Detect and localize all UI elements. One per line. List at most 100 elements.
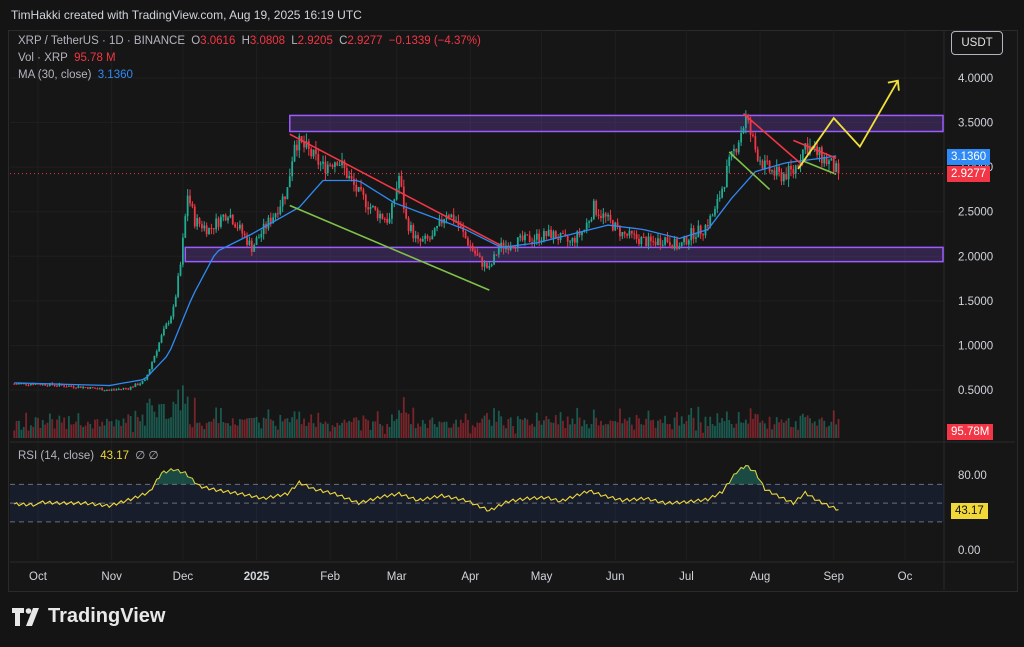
volume-bar [312, 423, 315, 438]
time-tick-label: Oct [29, 571, 48, 583]
candle [231, 214, 234, 225]
candle [18, 383, 20, 385]
candle [70, 385, 73, 387]
volume-bar [514, 433, 517, 438]
volume-bar [13, 430, 16, 438]
candle [345, 168, 348, 179]
price-tick-label: 1.0000 [958, 340, 993, 352]
volume-bar [823, 420, 826, 438]
volume-bar [806, 415, 809, 438]
volume-bar [105, 418, 108, 438]
candle [105, 389, 108, 391]
volume-bar [540, 424, 543, 438]
candle [787, 165, 790, 180]
volume-bar [367, 420, 370, 438]
candle [668, 242, 671, 246]
volume-bar [265, 418, 267, 438]
candle [141, 381, 144, 384]
volume-bar [768, 416, 771, 438]
volume-bar [148, 398, 151, 438]
candle [205, 225, 208, 235]
candle [804, 143, 807, 150]
candle [103, 390, 106, 392]
candle [405, 208, 408, 219]
volume-bar [685, 421, 688, 438]
volume-bar [493, 408, 495, 438]
volume-bar [657, 420, 659, 438]
candle [298, 136, 301, 151]
candle [471, 245, 474, 251]
volume-bar [229, 425, 232, 438]
time-tick-label: Jun [606, 571, 625, 583]
volume-bar [291, 417, 294, 438]
volume-bar [787, 418, 790, 438]
volume-bar [353, 417, 355, 438]
candle [189, 195, 191, 204]
volume-bar [516, 416, 519, 438]
volume-bar [709, 416, 712, 438]
volume-bar [543, 420, 545, 438]
candle [607, 214, 609, 217]
volume-bar [782, 422, 785, 438]
volume-bar [350, 421, 353, 438]
rsi-visibility-icons[interactable]: ∅ ∅ [135, 450, 159, 462]
candle [590, 219, 593, 222]
candle [683, 236, 685, 243]
candle [134, 383, 137, 388]
volume-bar [733, 427, 735, 438]
volume-bar [151, 405, 153, 438]
volume-bar [44, 424, 47, 438]
candle [379, 213, 381, 219]
candle [319, 163, 322, 165]
candle [820, 147, 823, 164]
candle [538, 233, 541, 242]
candle [383, 218, 386, 220]
volume-bar [324, 421, 327, 438]
volume-bar [706, 425, 709, 438]
candle [595, 200, 598, 215]
volume-bar [775, 417, 778, 438]
candle [372, 206, 374, 208]
candle [250, 240, 253, 252]
volume-bar [811, 423, 814, 438]
candle [635, 234, 638, 239]
candle [253, 244, 256, 252]
volume-bar [431, 417, 434, 438]
candle [91, 387, 94, 389]
candle [678, 246, 681, 249]
candle [600, 215, 602, 218]
volume-bar [801, 413, 804, 438]
volume-bar [101, 421, 104, 438]
volume-bar [22, 426, 25, 438]
candle [592, 200, 595, 220]
candle [234, 224, 237, 228]
candle [307, 141, 310, 149]
volume-bar [241, 419, 244, 438]
volume-bar [110, 421, 113, 438]
currency-button[interactable]: USDT [951, 31, 1003, 55]
volume-bar [158, 404, 161, 438]
tradingview-logo[interactable]: TradingView [12, 605, 165, 628]
volume-bar [592, 409, 595, 438]
candle [699, 225, 702, 235]
candle [714, 208, 716, 216]
volume-bar [162, 404, 165, 438]
volume-bar [652, 419, 655, 438]
candle [212, 228, 215, 230]
time-tick-label: Mar [387, 571, 407, 583]
rsi-label: RSI (14, close) [18, 450, 95, 462]
volume-bar [305, 425, 308, 438]
volume-bar [165, 418, 168, 438]
volume-bar [70, 424, 73, 438]
candle [718, 197, 721, 200]
volume-bar [227, 423, 229, 438]
volume-bar [623, 418, 626, 438]
volume-bar [246, 418, 248, 438]
volume-bar [471, 425, 474, 438]
candle [759, 160, 762, 162]
candle [94, 387, 96, 389]
volume-bar [172, 401, 175, 438]
flag-resistance-line [742, 113, 804, 166]
zones [184, 114, 944, 263]
